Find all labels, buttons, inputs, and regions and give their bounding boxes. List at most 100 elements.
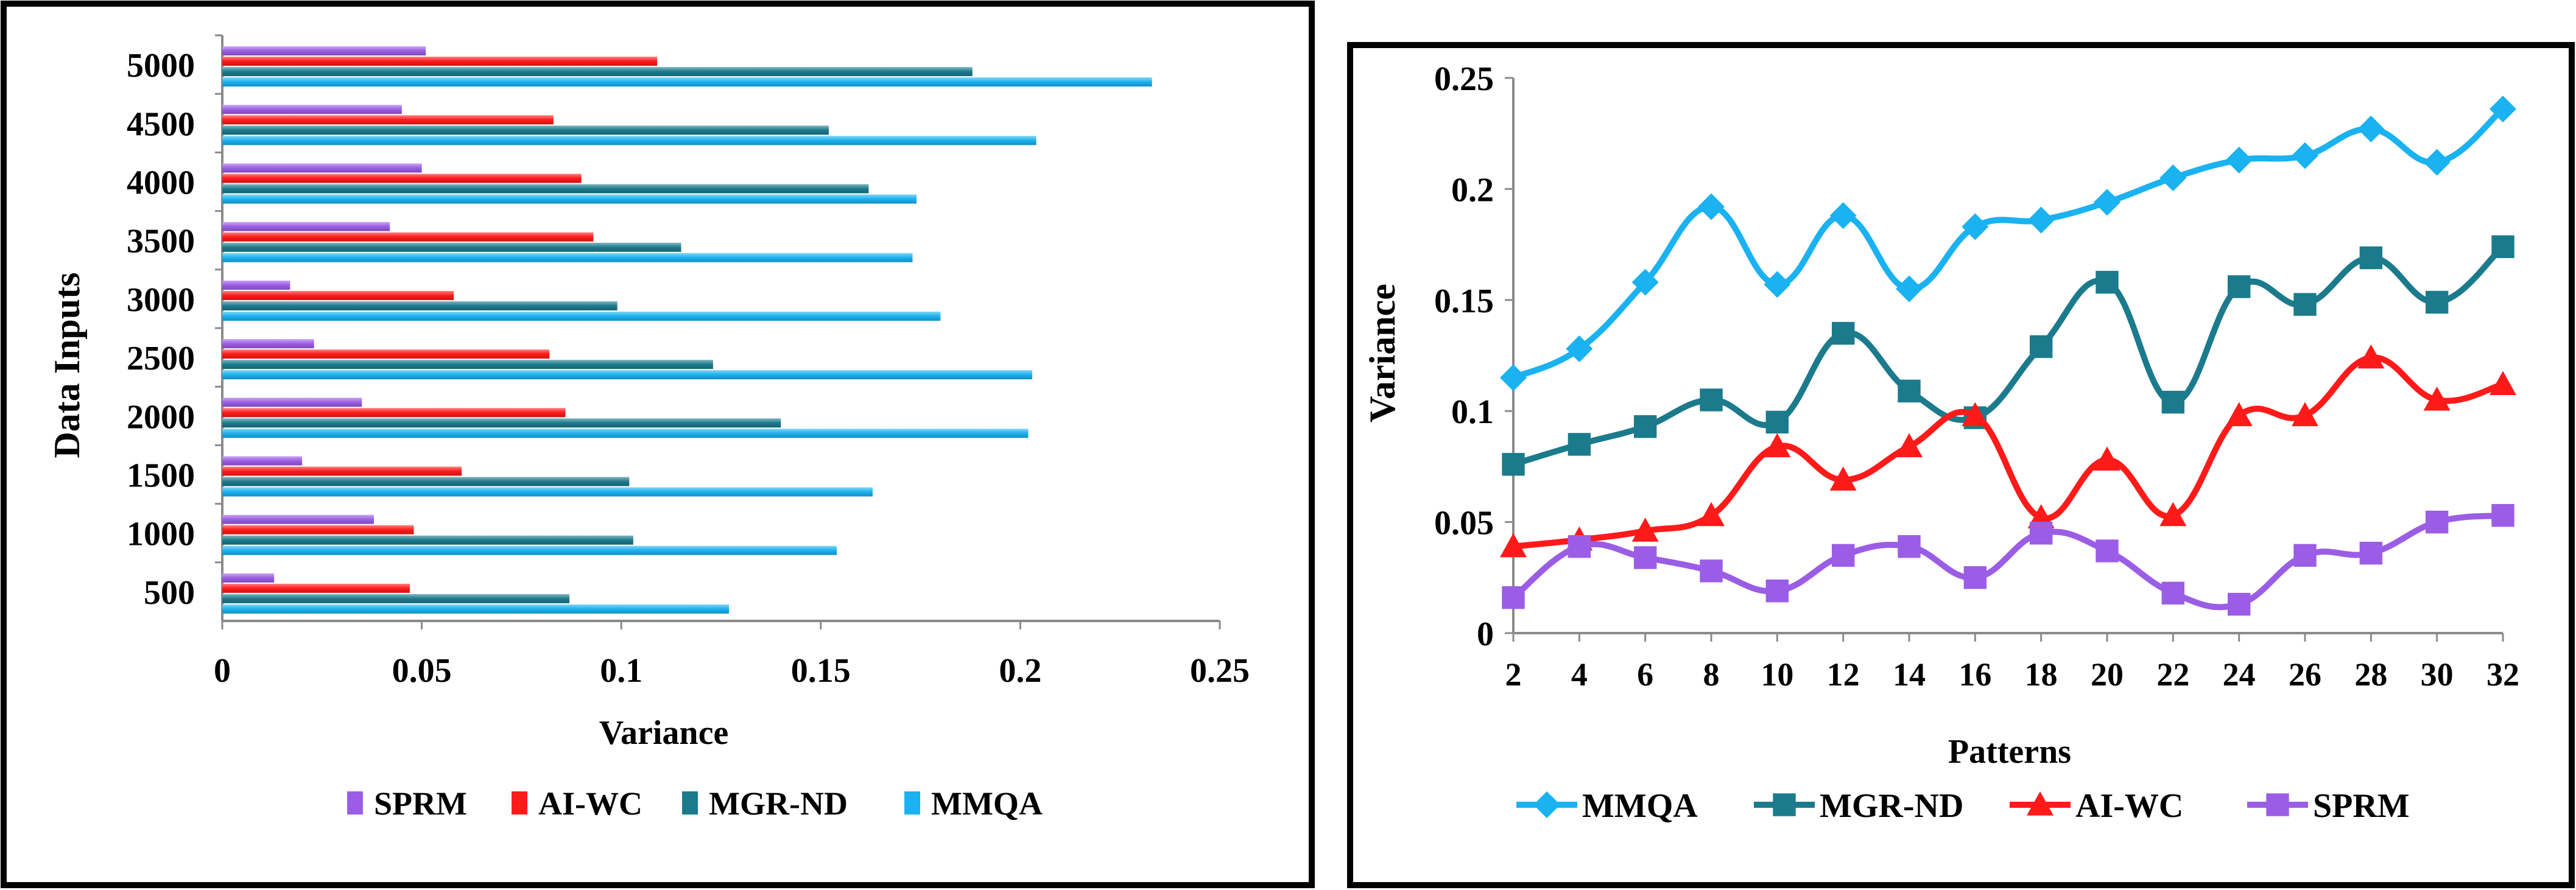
line-x-tick-28: 28 bbox=[2354, 656, 2387, 693]
line-point-sprm-8 bbox=[1700, 559, 1723, 583]
line-point-mgr-nd-14 bbox=[1898, 379, 1921, 403]
bar-ai-wc-4000 bbox=[222, 173, 582, 183]
legend-swatch-ai-wc bbox=[512, 791, 527, 815]
line-point-mmqa-6 bbox=[1631, 268, 1659, 296]
line-point-mmqa-4 bbox=[1566, 335, 1593, 363]
line-y-tick-labels: 0 0.05 0.1 0.15 0.2 0.25 bbox=[1434, 60, 1513, 653]
bar-ai-wc-1000 bbox=[222, 525, 414, 534]
line-x-tick-14: 14 bbox=[1893, 656, 1926, 693]
bar-chart: 0 0.05 0.1 0.15 0.2 0.25 500 1000 1500 2000 2500 3… bbox=[47, 34, 1250, 822]
bar-mmqa-5000 bbox=[222, 77, 1152, 87]
line-point-mgr-nd-12 bbox=[1831, 321, 1855, 345]
line-point-mgr-nd-8 bbox=[1700, 388, 1723, 412]
line-point-sprm-26 bbox=[2293, 544, 2317, 567]
legend-label-ai-wc: AI-WC bbox=[2075, 787, 2183, 825]
line-x-tick-22: 22 bbox=[2156, 656, 2189, 693]
bar-y-tick-labels: 500 1000 1500 2000 2500 3000 3500 4000 4500 5000 bbox=[127, 34, 222, 612]
line-point-ai-wc-22 bbox=[2159, 502, 2187, 527]
bar-mgr-nd-1500 bbox=[222, 477, 630, 486]
line-point-ai-wc-32 bbox=[2490, 371, 2516, 396]
line-point-ai-wc-2 bbox=[1500, 533, 1527, 558]
bar-mgr-nd-5000 bbox=[222, 67, 973, 77]
line-x-tick-20: 20 bbox=[2091, 656, 2124, 693]
bar-y-tick-1000: 1000 bbox=[127, 516, 195, 553]
line-x-tick-12: 12 bbox=[1827, 656, 1860, 693]
line-point-ai-wc-14 bbox=[1896, 433, 1923, 458]
line-point-mmqa-20 bbox=[2094, 189, 2120, 216]
line-point-mmqa-22 bbox=[2159, 164, 2187, 192]
bar-y-tick-2000: 2000 bbox=[127, 398, 195, 436]
line-x-tick-4: 4 bbox=[1571, 656, 1588, 693]
bar-ai-wc-2500 bbox=[222, 349, 550, 359]
legend-label-sprm: SPRM bbox=[2313, 787, 2410, 825]
line-point-ai-wc-12 bbox=[1829, 466, 1857, 491]
bar-ai-wc-3500 bbox=[222, 232, 594, 242]
line-point-sprm-20 bbox=[2096, 539, 2119, 562]
bar-y-tick-5000: 5000 bbox=[127, 47, 195, 85]
bar-ai-wc-500 bbox=[222, 583, 410, 593]
line-point-mmqa-2 bbox=[1500, 364, 1527, 391]
bar-ai-wc-3000 bbox=[222, 290, 454, 300]
line-legend: MMQA MGR-ND AI-WC SPRM bbox=[1516, 787, 2410, 825]
line-point-sprm-4 bbox=[1568, 535, 1591, 558]
line-point-sprm-30 bbox=[2425, 510, 2449, 534]
bar-mmqa-1500 bbox=[222, 487, 873, 497]
bar-legend: SPRM AI-WC MGR-ND MMQA bbox=[347, 785, 1043, 822]
line-point-ai-wc-16 bbox=[1962, 402, 1989, 427]
bar-mmqa-1000 bbox=[222, 545, 837, 555]
line-x-tick-10: 10 bbox=[1761, 656, 1793, 693]
bar-y-tick-1500: 1500 bbox=[127, 457, 195, 495]
line-point-sprm-24 bbox=[2227, 592, 2251, 616]
legend-swatch-mgr-nd bbox=[682, 791, 698, 815]
line-point-mgr-nd-2 bbox=[1502, 453, 1525, 476]
line-point-ai-wc-6 bbox=[1631, 517, 1659, 542]
line-point-mmqa-14 bbox=[1896, 275, 1923, 303]
line-x-axis-title: Patterns bbox=[1948, 733, 2071, 771]
bar-x-tick-0.1: 0.1 bbox=[600, 652, 642, 690]
bar-x-tick-0.05: 0.05 bbox=[392, 652, 452, 690]
line-y-tick-0.15: 0.15 bbox=[1434, 282, 1494, 320]
legend-label-mgr-nd: MGR-ND bbox=[1820, 787, 1963, 825]
bar-y-tick-3000: 3000 bbox=[127, 281, 195, 319]
line-x-tick-18: 18 bbox=[2025, 656, 2058, 693]
line-point-sprm-28 bbox=[2359, 541, 2383, 565]
line-point-mmqa-26 bbox=[2292, 142, 2318, 169]
line-x-tick-24: 24 bbox=[2223, 656, 2256, 693]
line-y-axis-title: Variance bbox=[1362, 284, 1402, 422]
line-point-mgr-nd-10 bbox=[1765, 410, 1789, 434]
legend-label-sprm: SPRM bbox=[374, 785, 467, 822]
line-series-mmqa bbox=[1500, 96, 2516, 391]
line-point-mmqa-12 bbox=[1829, 202, 1857, 230]
line-x-tick-16: 16 bbox=[1958, 656, 1991, 693]
bar-y-tick-4000: 4000 bbox=[127, 164, 195, 202]
bar-mgr-nd-2000 bbox=[222, 418, 781, 428]
line-path-sprm bbox=[1511, 512, 2504, 611]
line-y-tick-0.2: 0.2 bbox=[1451, 171, 1494, 209]
bar-sprm-2500 bbox=[222, 339, 314, 349]
line-chart-frame bbox=[1347, 42, 2575, 888]
line-x-tick-32: 32 bbox=[2486, 656, 2519, 693]
bar-sprm-4000 bbox=[222, 163, 422, 173]
line-point-sprm-18 bbox=[2029, 522, 2053, 545]
bar-sprm-500 bbox=[222, 573, 275, 583]
legend-label-mmqa: MMQA bbox=[931, 785, 1043, 822]
line-point-sprm-2 bbox=[1502, 586, 1525, 609]
line-x-tick-8: 8 bbox=[1703, 656, 1720, 693]
legend-label-ai-wc: AI-WC bbox=[538, 785, 642, 822]
bar-sprm-5000 bbox=[222, 46, 426, 56]
line-point-ai-wc-28 bbox=[2357, 344, 2385, 369]
bar-mmqa-3500 bbox=[222, 253, 913, 262]
bar-sprm-4500 bbox=[222, 105, 402, 114]
bar-mmqa-4500 bbox=[222, 136, 1036, 145]
bar-mmqa-2000 bbox=[222, 429, 1029, 438]
legend-label-mgr-nd: MGR-ND bbox=[709, 785, 848, 822]
bar-ai-wc-4500 bbox=[222, 115, 554, 125]
line-x-tick-6: 6 bbox=[1637, 656, 1653, 693]
bar-y-tick-2500: 2500 bbox=[127, 340, 195, 377]
bar-x-tick-0: 0 bbox=[214, 652, 231, 690]
line-point-mgr-nd-18 bbox=[2029, 335, 2053, 359]
bar-y-tick-500: 500 bbox=[144, 574, 195, 612]
bar-y-tick-4500: 4500 bbox=[127, 105, 195, 143]
line-point-mgr-nd-30 bbox=[2425, 290, 2449, 314]
line-point-mgr-nd-32 bbox=[2491, 235, 2514, 258]
